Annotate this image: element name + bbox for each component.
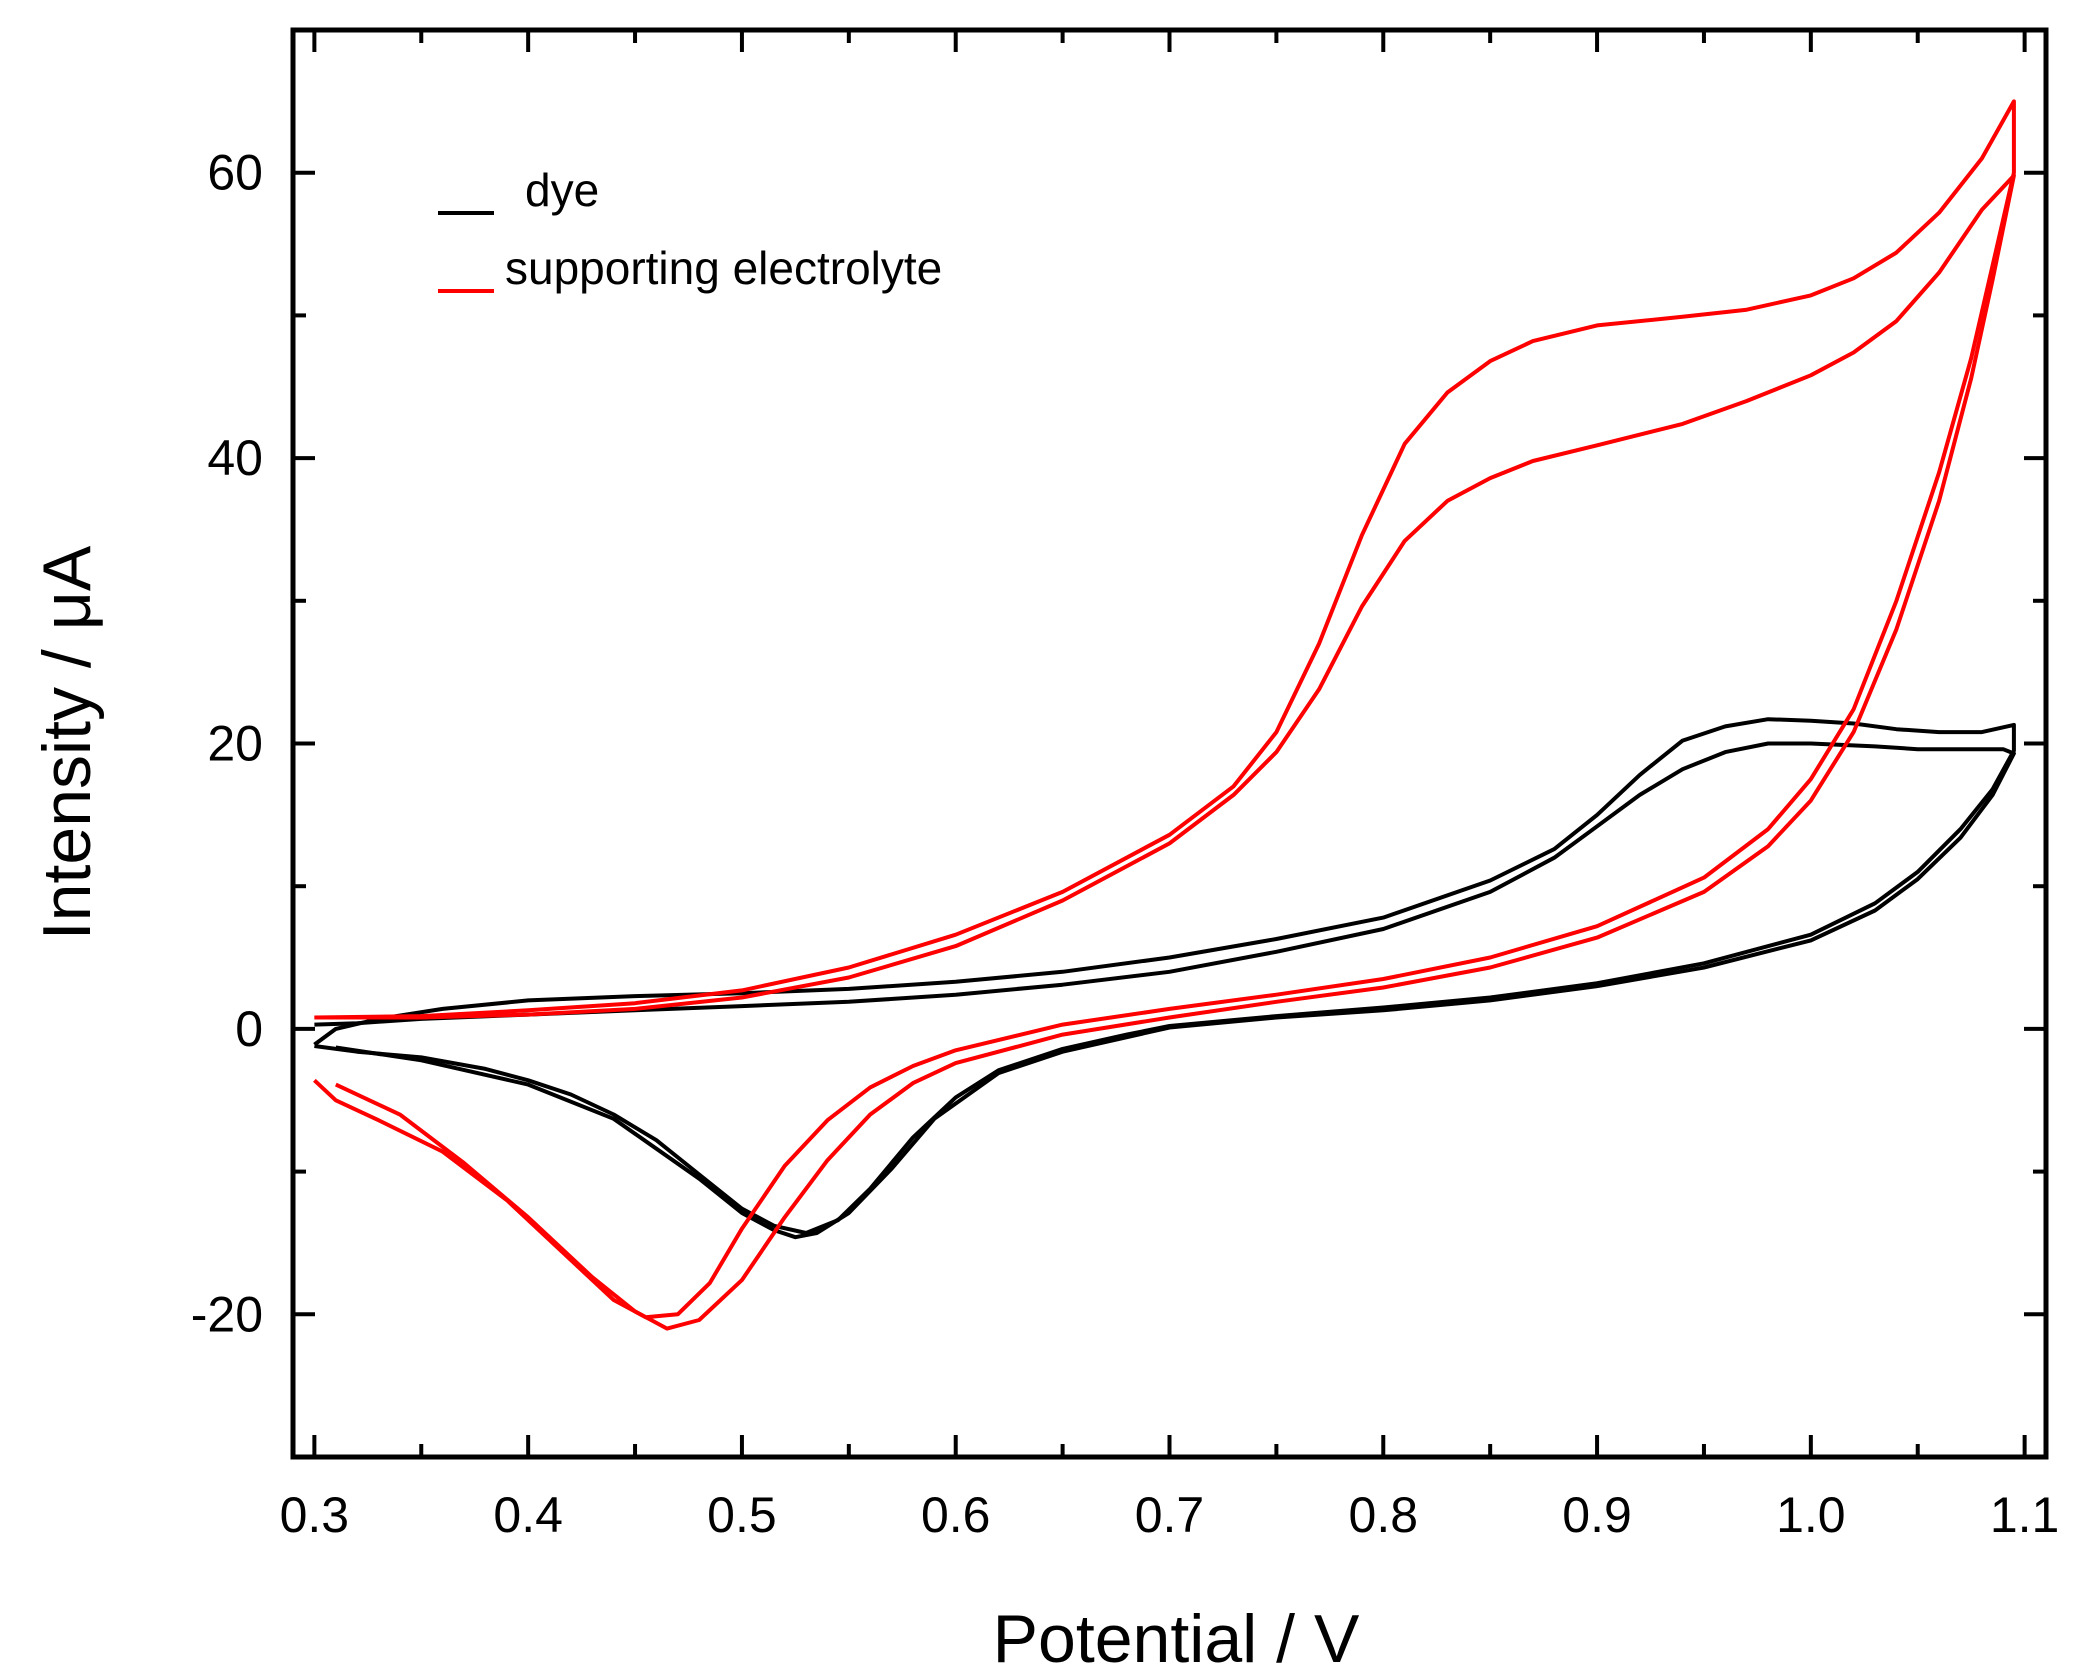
y-axis-title: Intensity / μA (29, 545, 105, 940)
plot-frame (290, 27, 2049, 1460)
series-line-supporting-electrolyte-cycle-1 (313, 99, 2016, 1320)
series-line-dye-cycle-2 (314, 741, 2016, 1240)
x-axis-title: Potential / V (993, 1601, 1360, 1677)
legend-label-supporting-electrolyte: supporting electrolyte (505, 242, 942, 294)
series-line-supporting-electrolyte-cycle-2 (314, 173, 2016, 1331)
y-tick-label: 40 (207, 430, 263, 486)
y-tick-label: 20 (207, 716, 263, 772)
x-tick-label: 0.7 (1135, 1487, 1205, 1543)
x-tick-label: 1.0 (1776, 1487, 1846, 1543)
x-tick-label: 0.4 (493, 1487, 563, 1543)
x-tick-label: 0.6 (921, 1487, 991, 1543)
y-tick-label: -20 (191, 1286, 263, 1342)
y-tick-label: 60 (207, 145, 263, 201)
legend-label-dye: dye (525, 164, 599, 216)
x-tick-label: 0.9 (1562, 1487, 1632, 1543)
x-tick-label: 1.1 (1990, 1487, 2060, 1543)
y-tick-label: 0 (235, 1001, 263, 1057)
x-tick-label: 0.8 (1349, 1487, 1419, 1543)
x-tick-label: 0.5 (707, 1487, 777, 1543)
plot-curves (313, 99, 2016, 1331)
x-tick-label: 0.3 (280, 1487, 350, 1543)
series-line-dye-cycle-1 (313, 717, 2016, 1235)
legend: dye supporting electrolyte (438, 164, 942, 294)
tick-labels: 0.3 0.4 0.5 0.6 0.7 0.8 0.9 1.0 1.1 -20 0 20 40 60 (191, 145, 2060, 1543)
